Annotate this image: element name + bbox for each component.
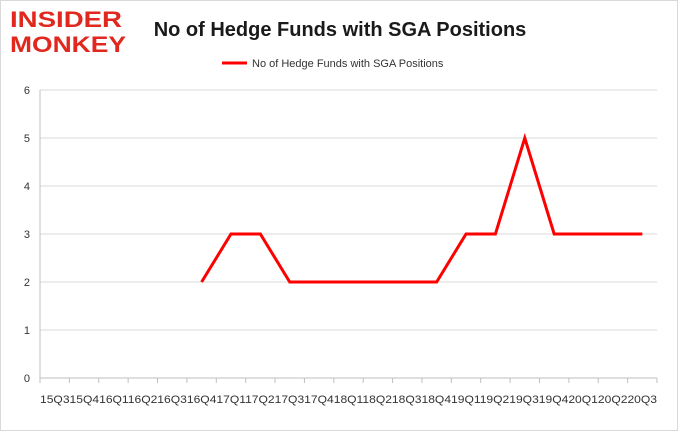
x-tick-labels: 15Q315Q416Q116Q216Q316Q417Q117Q217Q317Q4… bbox=[40, 394, 657, 406]
y-tick-label: 2 bbox=[24, 277, 30, 289]
logo-line2: MONKEY bbox=[10, 32, 126, 56]
series-line bbox=[200, 132, 643, 284]
logo-line1: INSIDER bbox=[10, 7, 122, 32]
insider-monkey-logo: INSIDER MONKEY bbox=[10, 7, 126, 56]
y-tick-label: 4 bbox=[24, 181, 30, 193]
legend-label: No of Hedge Funds with SGA Positions bbox=[252, 58, 444, 70]
y-tick-label: 1 bbox=[24, 325, 30, 337]
y-tick-label: 6 bbox=[24, 85, 30, 97]
y-tick-label: 3 bbox=[24, 229, 30, 241]
y-tick-label: 0 bbox=[24, 373, 30, 385]
y-tick-label: 5 bbox=[24, 133, 30, 145]
chart-title: No of Hedge Funds with SGA Positions bbox=[154, 19, 527, 41]
